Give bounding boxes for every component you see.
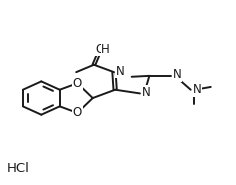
Text: HCl: HCl: [7, 162, 30, 175]
Text: O: O: [73, 106, 82, 119]
Text: H: H: [101, 43, 110, 56]
Text: O: O: [95, 43, 105, 56]
Text: N: N: [173, 68, 181, 81]
Text: N: N: [193, 83, 201, 96]
Text: N: N: [142, 86, 151, 99]
Text: O: O: [73, 77, 82, 90]
Text: N: N: [115, 65, 124, 78]
